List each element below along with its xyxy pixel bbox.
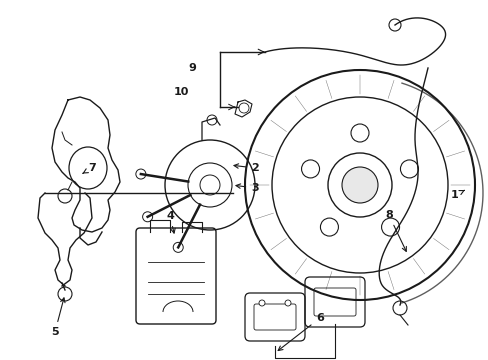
- Circle shape: [285, 300, 290, 306]
- Circle shape: [350, 124, 368, 142]
- Text: 4: 4: [166, 211, 175, 233]
- Text: 6: 6: [278, 313, 323, 351]
- Circle shape: [400, 160, 418, 178]
- Circle shape: [341, 167, 377, 203]
- Circle shape: [142, 212, 152, 222]
- Text: 7: 7: [82, 163, 96, 173]
- Circle shape: [136, 169, 145, 179]
- Circle shape: [259, 300, 264, 306]
- Text: 3: 3: [236, 183, 258, 193]
- Circle shape: [392, 301, 406, 315]
- Text: 9: 9: [188, 63, 196, 73]
- Circle shape: [301, 160, 319, 178]
- Text: 2: 2: [234, 163, 258, 173]
- Circle shape: [320, 218, 338, 236]
- Circle shape: [173, 242, 183, 252]
- Text: 10: 10: [173, 87, 188, 97]
- Text: 8: 8: [384, 210, 406, 251]
- Circle shape: [381, 218, 399, 236]
- Circle shape: [200, 175, 220, 195]
- Text: 5: 5: [51, 298, 65, 337]
- Text: 1: 1: [450, 190, 464, 200]
